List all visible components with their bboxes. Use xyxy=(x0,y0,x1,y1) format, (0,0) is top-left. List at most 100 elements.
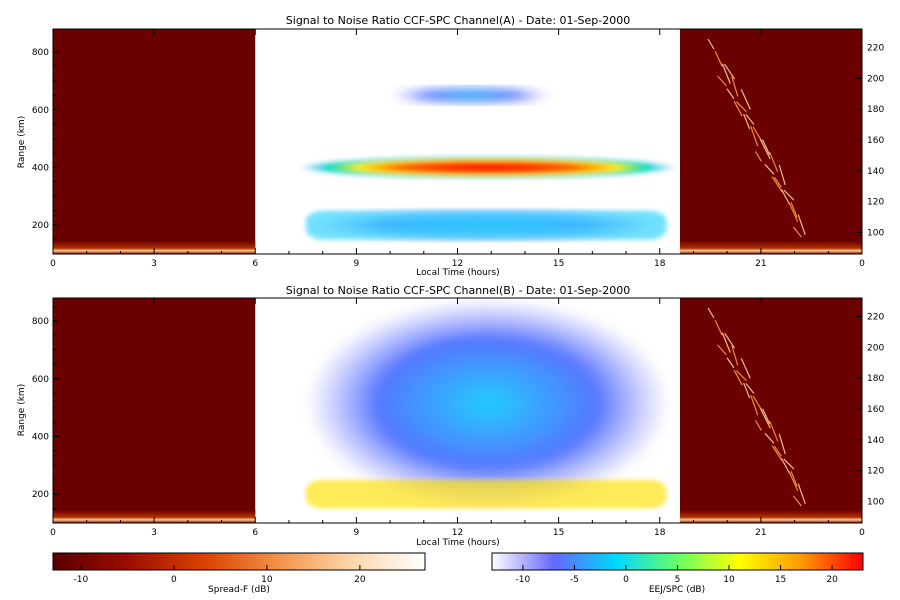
spread-f-streak xyxy=(740,89,751,110)
x-tick-label: 0 xyxy=(50,259,56,269)
chart-title: Signal to Noise Ratio CCF-SPC Channel(B)… xyxy=(286,284,630,297)
spread-f-streak xyxy=(773,445,782,457)
spread-f-streak xyxy=(797,483,806,504)
spread-f-streak xyxy=(717,75,727,87)
x-axis-label: Local Time (hours) xyxy=(416,538,499,548)
spread-f-streak xyxy=(743,382,751,399)
spread-f-streak xyxy=(745,383,755,394)
colorbar-ticks: -10 0 10 20 xyxy=(74,565,366,585)
night-bottom-echo xyxy=(53,510,256,523)
spread-f-streak xyxy=(792,495,802,507)
right-y-tick-label: 200 xyxy=(867,74,884,84)
right-y-tick-label: 120 xyxy=(867,467,884,477)
spread-f-streak xyxy=(724,63,736,80)
colorbar-eej-spc: -10 -5 0 5 10 15 20 EEJ/SPC (dB) xyxy=(491,552,864,595)
spread-f-streak xyxy=(783,458,795,470)
spread-f-streak xyxy=(726,357,735,369)
echo-region xyxy=(299,155,677,179)
spread-f-streak xyxy=(733,100,743,117)
spread-f-streaks xyxy=(707,38,806,238)
spread-f-streak xyxy=(714,320,723,336)
colorbar-tick-label: 10 xyxy=(723,575,735,585)
spread-f-streak xyxy=(759,138,771,160)
spread-f-streak xyxy=(797,214,806,235)
colorbar-spread-f: -10 0 10 20 Spread-F (dB) xyxy=(52,552,426,595)
y-tick-label: 400 xyxy=(32,163,49,173)
spread-f-streak xyxy=(762,139,771,155)
spread-f-streak xyxy=(769,420,779,442)
y-tick-label: 600 xyxy=(32,106,49,116)
right-y-tick-label: 160 xyxy=(867,136,884,146)
spread-f-streak xyxy=(707,38,715,50)
spread-f-streak xyxy=(750,126,759,147)
right-y-tick-label: 160 xyxy=(867,405,884,415)
x-tick-label: 18 xyxy=(654,259,666,269)
right-y-tick-label: 220 xyxy=(867,312,884,322)
spread-f-streak xyxy=(714,51,723,67)
x-tick-label: 0 xyxy=(859,528,865,538)
spread-f-streak xyxy=(771,176,783,192)
spread-f-streak xyxy=(783,189,795,201)
spread-f-streak xyxy=(731,76,739,97)
spread-f-streak xyxy=(726,88,735,100)
right-y-tick-label: 140 xyxy=(867,436,884,446)
spread-f-streak xyxy=(731,345,739,366)
x-axis-label: Local Time (hours) xyxy=(416,268,499,278)
spread-f-streak xyxy=(771,445,783,461)
x-axis: 0 3 6 9 12 15 18 21 0 xyxy=(50,298,865,538)
colorbar-tick-label: 0 xyxy=(623,575,629,585)
right-y-tick-label: 120 xyxy=(867,198,884,208)
night-bottom-echo xyxy=(53,241,256,254)
spread-f-streak xyxy=(764,163,775,175)
spread-f-streak xyxy=(790,471,798,487)
y-axis: 200 400 600 800 xyxy=(32,37,59,255)
right-y-tick-label: 200 xyxy=(867,343,884,353)
spectrogram-area xyxy=(53,29,862,254)
colorbar-label: Spread-F (dB) xyxy=(208,585,270,595)
spread-f-streak xyxy=(740,358,751,379)
panel-channel-b: Signal to Noise Ratio CCF-SPC Channel(B)… xyxy=(17,284,884,548)
spread-f-streak xyxy=(764,432,775,444)
spread-f-streak xyxy=(724,332,736,349)
spread-f-streak xyxy=(754,151,762,162)
spread-f-streak xyxy=(778,433,786,455)
spread-f-streak xyxy=(788,470,799,492)
x-tick-label: 18 xyxy=(654,528,666,538)
spectrogram-area xyxy=(53,298,862,523)
colorbar-tick-label: -10 xyxy=(74,575,89,585)
spread-f-streak xyxy=(707,307,715,319)
right-y-tick-label: 180 xyxy=(867,374,884,384)
y-tick-label: 600 xyxy=(32,375,49,385)
spread-f-streak xyxy=(743,113,751,130)
colorbar-tick-label: 10 xyxy=(261,575,273,585)
x-tick-label: 9 xyxy=(354,528,360,538)
right-y-axis: 100 120 140 160 180 200 220 xyxy=(856,312,884,507)
night-block xyxy=(53,29,256,254)
spread-f-streak xyxy=(773,176,782,188)
echo-region xyxy=(305,298,670,509)
x-tick-label: 21 xyxy=(755,528,766,538)
spread-f-streak xyxy=(769,151,779,173)
spread-f-streak xyxy=(750,395,759,416)
x-axis: 0 3 6 9 12 15 18 21 0 xyxy=(50,29,865,269)
spread-f-streak xyxy=(788,201,799,223)
spread-f-streak xyxy=(778,164,786,186)
spread-f-streak xyxy=(781,189,791,205)
x-tick-label: 6 xyxy=(252,528,258,538)
colorbar-tick-label: 15 xyxy=(775,575,786,585)
x-tick-label: 6 xyxy=(252,259,258,269)
y-axis: 200 400 600 800 xyxy=(32,306,59,524)
x-tick-label: 3 xyxy=(151,259,157,269)
x-tick-label: 15 xyxy=(553,528,564,538)
spread-f-streak xyxy=(759,407,771,429)
spread-f-streak xyxy=(721,332,731,353)
spread-f-streak xyxy=(762,408,771,424)
spread-f-streak xyxy=(792,226,802,238)
echo-region xyxy=(390,86,552,104)
night-block xyxy=(53,298,256,523)
y-axis-label: Range (km) xyxy=(17,384,27,436)
lower-echo-band xyxy=(305,479,667,509)
colorbar-tick-label: -5 xyxy=(570,575,579,585)
x-tick-label: 9 xyxy=(354,259,360,269)
spread-f-streak xyxy=(781,458,791,474)
